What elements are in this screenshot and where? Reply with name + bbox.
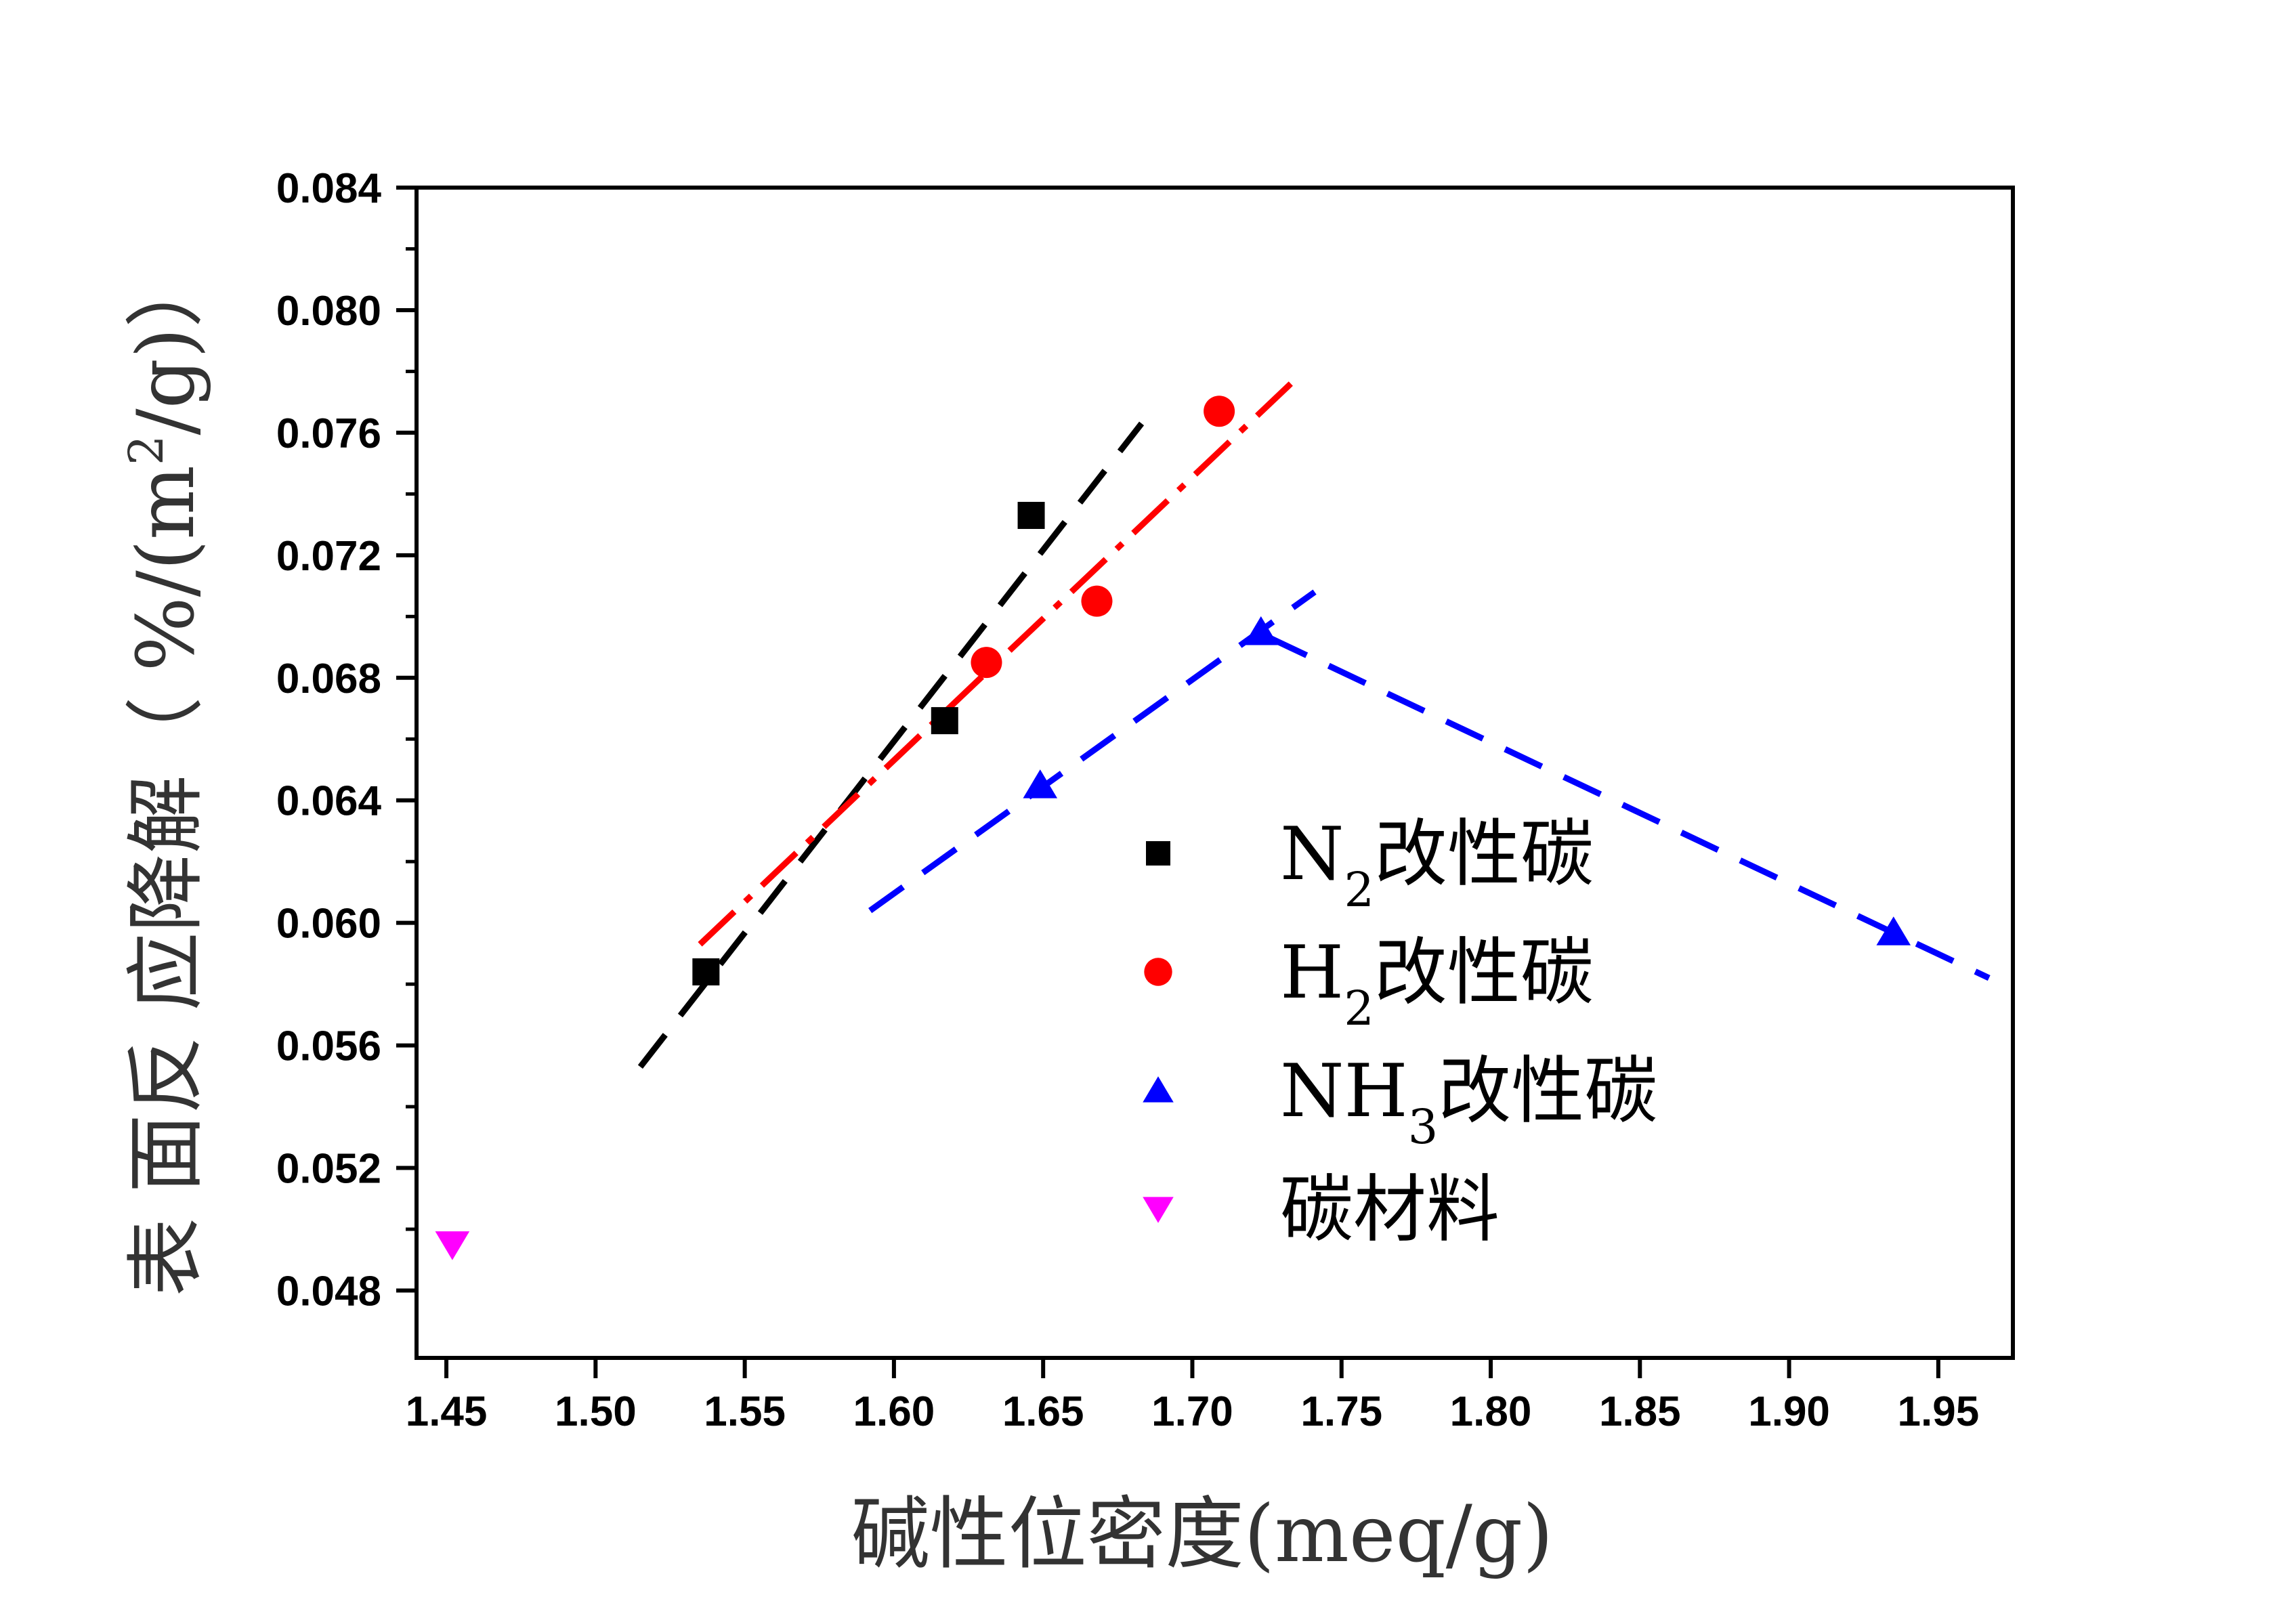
x-tick-label: 1.75 — [1300, 1388, 1382, 1435]
x-axis-ticks: 1.45 1.50 1.55 1.60 1.65 1.70 1.75 1.80 1.85 1.90… — [406, 1358, 1979, 1435]
x-tick-label: 1.55 — [704, 1388, 786, 1435]
y-tick-label: 0.064 — [276, 778, 382, 825]
x-tick-label: 1.80 — [1450, 1388, 1532, 1435]
data-point — [692, 958, 720, 986]
legend-label: 碳材料 — [1280, 1168, 1500, 1252]
fit-line — [868, 589, 1317, 914]
legend-label-tail: 改性碳 — [1374, 931, 1594, 1015]
x-tick-label: 1.85 — [1599, 1388, 1681, 1435]
legend-label-main: H — [1280, 931, 1344, 1015]
y-tick-label: 0.048 — [276, 1268, 381, 1315]
data-point — [931, 707, 958, 735]
legend-label: NH3改性碳 — [1280, 1049, 1657, 1155]
legend-label: N2改性碳 — [1280, 812, 1594, 918]
y-tick-label: 0.052 — [276, 1146, 381, 1193]
legend-label-main: N — [1280, 812, 1344, 897]
y-tick-label: 0.080 — [276, 288, 381, 335]
data-point — [1023, 769, 1058, 798]
data-point — [1243, 616, 1279, 645]
y-axis-title-tail: /g)） — [121, 249, 212, 435]
legend-marker — [1144, 958, 1172, 986]
data-point — [1204, 396, 1235, 427]
legend-marker — [1143, 1197, 1174, 1223]
legend-marker — [1143, 1076, 1174, 1103]
y-axis-ticks: 0.048 0.052 0.056 0.060 0.064 0.068 0.072 0.076… — [276, 165, 417, 1315]
data-point — [1017, 502, 1045, 530]
x-tick-label: 1.45 — [406, 1388, 488, 1435]
x-tick-label: 1.90 — [1748, 1388, 1830, 1435]
legend-label-main: 碳材料 — [1280, 1168, 1500, 1252]
y-tick-label: 0.076 — [276, 410, 381, 457]
legend-marker — [1146, 841, 1170, 866]
data-point — [971, 647, 1002, 679]
x-tick-label: 1.65 — [1002, 1388, 1084, 1435]
data-point — [1876, 916, 1911, 945]
legend-label-sub: 3 — [1408, 1099, 1439, 1155]
y-tick-label: 0.060 — [276, 901, 381, 947]
y-axis-title-sup: 2 — [119, 435, 174, 465]
legend-label-main: NH — [1280, 1049, 1408, 1134]
x-tick-label: 1.95 — [1898, 1388, 1980, 1435]
fit-line — [1269, 635, 1991, 981]
legend-label-tail: 改性碳 — [1438, 1049, 1657, 1134]
data-points — [435, 396, 1911, 1260]
legend-label-sub: 2 — [1344, 981, 1374, 1036]
y-tick-label: 0.056 — [276, 1023, 381, 1070]
legend-label-sub: 2 — [1344, 862, 1375, 918]
fit-line — [637, 421, 1145, 1069]
x-tick-label: 1.50 — [555, 1388, 637, 1435]
x-axis-title: 碱性位密度(meq/g) — [851, 1489, 1554, 1580]
y-tick-label: 0.084 — [276, 165, 382, 212]
data-point — [435, 1231, 470, 1260]
legend-label-tail: 改性碳 — [1374, 812, 1594, 897]
y-axis-title-main: 表 面反 应降解（ %/(m — [121, 465, 212, 1296]
legend-label: H2改性碳 — [1280, 931, 1594, 1036]
data-point — [1081, 585, 1113, 617]
y-tick-label: 0.072 — [276, 533, 381, 580]
y-tick-label: 0.068 — [276, 656, 381, 702]
x-tick-label: 1.60 — [853, 1388, 935, 1435]
x-tick-label: 1.70 — [1151, 1388, 1233, 1435]
y-axis-title: 表 面反 应降解（ %/(m2/g)） — [119, 249, 212, 1296]
plot-frame — [414, 186, 2015, 1360]
